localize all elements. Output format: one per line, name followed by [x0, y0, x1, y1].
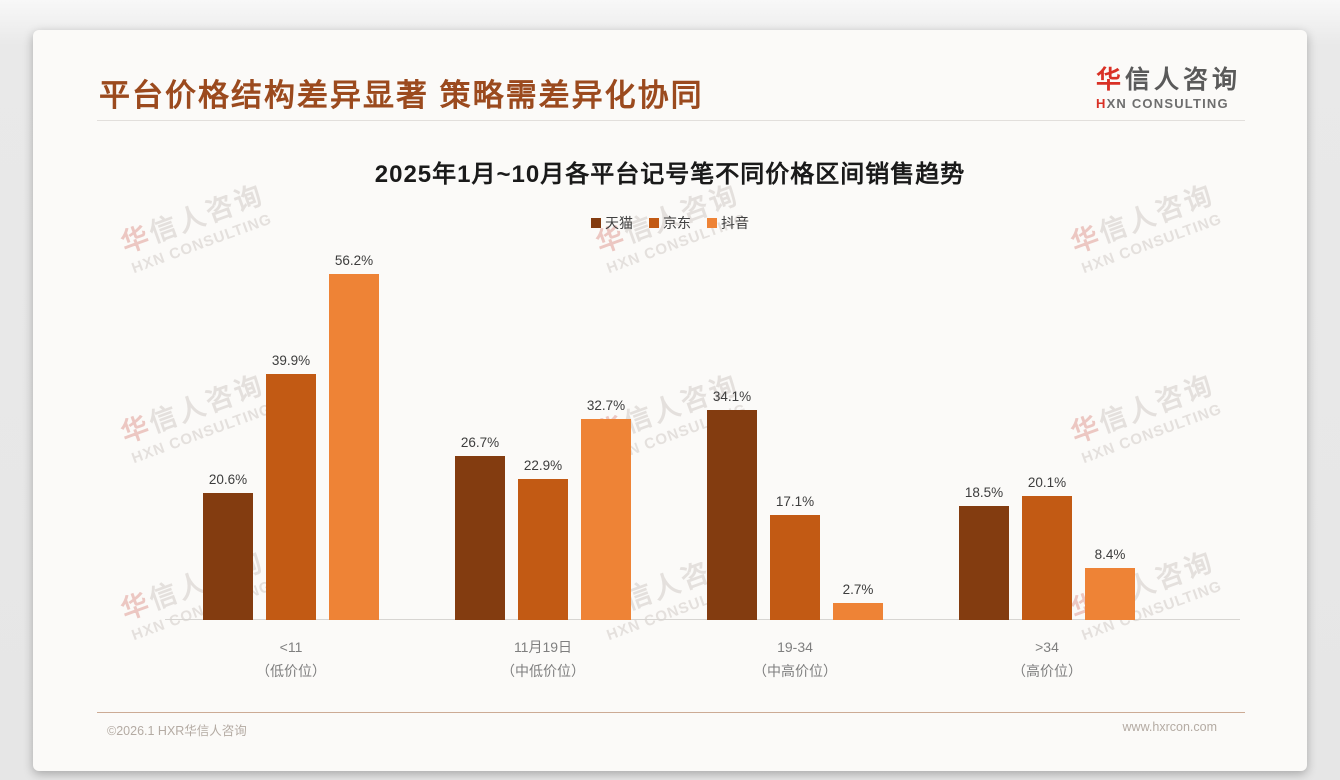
footer-copyright: ©2026.1 HXR华信人咨询 — [107, 724, 247, 738]
category-tier-label: （高价位） — [1012, 663, 1082, 679]
bar-value-label: 32.7% — [586, 398, 626, 413]
logo-cn-text: 华信人咨询 — [1096, 60, 1241, 96]
bar-value-label: 20.1% — [1027, 475, 1067, 490]
x-axis-category-label: >34 （高价位） — [937, 635, 1157, 683]
bar-chart: 20.6% 39.9% 56.2% <11 （低价位） 26.7% 22.9% 32.7% 11… — [33, 30, 1307, 771]
legend-item: 天猫 — [591, 213, 633, 233]
category-tier-label: （中高价位） — [753, 663, 837, 679]
footer-divider — [97, 712, 1245, 713]
bar-京东-<11 — [266, 374, 316, 620]
category-range-label: 19-34 — [777, 639, 813, 655]
bar-value-label: 34.1% — [712, 389, 752, 404]
logo-en-text: HXN CONSULTING — [1096, 96, 1241, 111]
bar-京东-11月19日 — [518, 479, 568, 620]
category-range-label: <11 — [279, 639, 303, 655]
legend-swatch — [591, 218, 601, 228]
category-tier-label: （中低价位） — [501, 663, 585, 679]
category-range-label: >34 — [1035, 639, 1059, 655]
legend-label: 抖音 — [721, 215, 749, 231]
category-range-label: 11月19日 — [513, 639, 573, 655]
bar-value-label: 18.5% — [964, 485, 1004, 500]
x-axis-line — [165, 619, 1240, 620]
logo-en-rest: XN CONSULTING — [1106, 96, 1229, 111]
bar-天猫-11月19日 — [455, 456, 505, 620]
bar-天猫->34 — [959, 506, 1009, 620]
chart-legend: 天猫 京东 抖音 — [33, 213, 1307, 233]
bar-抖音->34 — [1085, 568, 1135, 620]
legend-swatch — [649, 218, 659, 228]
page-title: 平台价格结构差异显著 策略需差异化协同 — [99, 78, 704, 113]
legend-swatch — [707, 218, 717, 228]
x-axis-category-label: 11月19日 （中低价位） — [433, 635, 653, 683]
logo-cn-rest: 信人咨询 — [1124, 66, 1241, 94]
header-divider — [97, 120, 1245, 121]
bar-京东-19-34 — [770, 515, 820, 620]
bar-value-label: 56.2% — [334, 253, 374, 268]
bar-抖音-19-34 — [833, 603, 883, 620]
legend-label: 京东 — [663, 215, 691, 231]
bar-天猫-19-34 — [707, 410, 757, 620]
legend-label: 天猫 — [605, 215, 633, 231]
x-axis-category-label: 19-34 （中高价位） — [685, 635, 905, 683]
legend-item: 抖音 — [707, 213, 749, 233]
logo-cn-first-char: 华 — [1095, 66, 1125, 94]
bar-value-label: 2.7% — [842, 582, 874, 597]
bar-value-label: 39.9% — [271, 353, 311, 368]
bar-value-label: 20.6% — [208, 472, 248, 487]
bar-value-label: 22.9% — [523, 458, 563, 473]
bar-抖音-<11 — [329, 274, 379, 620]
bar-天猫-<11 — [203, 493, 253, 620]
footer-url: www.hxrcon.com — [1122, 720, 1217, 734]
bar-value-label: 8.4% — [1094, 547, 1126, 562]
logo-en-mark: H — [1095, 96, 1107, 111]
slide-card: 华信人咨询 HXN CONSULTING 华信人咨询 HXN CONSULTING 华信… — [33, 30, 1307, 771]
chart-title: 2025年1月~10月各平台记号笔不同价格区间销售趋势 — [374, 161, 966, 188]
bar-value-label: 17.1% — [775, 494, 815, 509]
footer: ©2026.1 HXR华信人咨询 www.hxrcon.com — [107, 720, 1217, 739]
x-axis-category-label: <11 （低价位） — [181, 635, 401, 683]
company-logo: 华信人咨询 HXN CONSULTING — [1096, 60, 1241, 111]
legend-item: 京东 — [649, 213, 691, 233]
bar-抖音-11月19日 — [581, 419, 631, 620]
category-tier-label: （低价位） — [256, 663, 326, 679]
bar-京东->34 — [1022, 496, 1072, 620]
bar-value-label: 26.7% — [460, 435, 500, 450]
